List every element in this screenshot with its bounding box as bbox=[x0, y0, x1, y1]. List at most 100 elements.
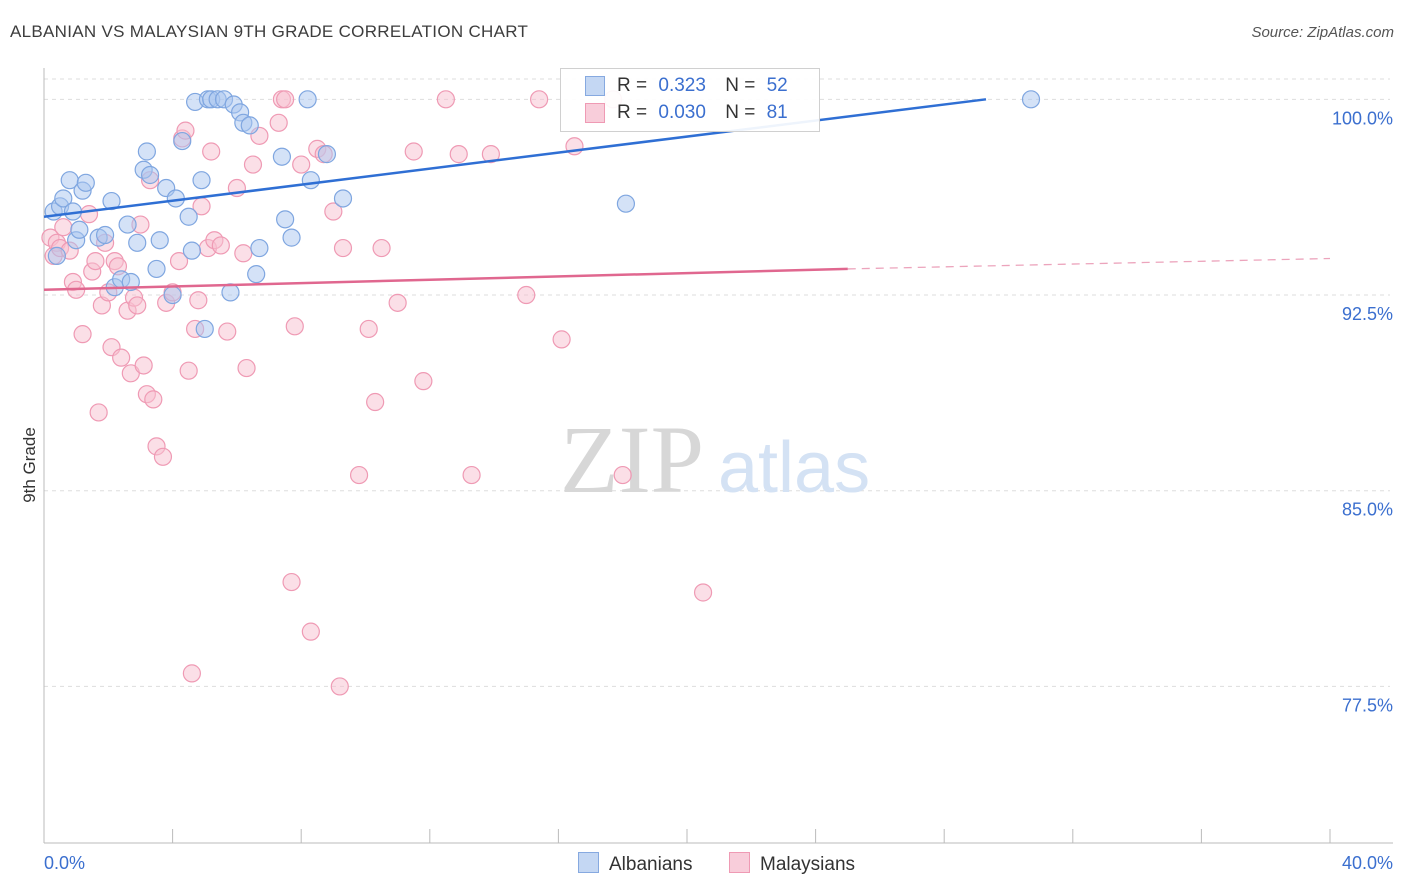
data-point-malaysians bbox=[89, 403, 108, 422]
y-tick-label: 100.0% bbox=[1332, 108, 1393, 128]
data-point-malaysians bbox=[285, 317, 304, 336]
bottom-legend-malaysians: Malaysians bbox=[729, 852, 855, 876]
data-point-albanians bbox=[54, 189, 73, 208]
data-point-malaysians bbox=[301, 622, 320, 641]
data-point-albanians bbox=[182, 241, 201, 260]
data-point-albanians bbox=[147, 259, 166, 279]
data-point-albanians bbox=[137, 142, 156, 161]
chart-title: ALBANIAN VS MALAYSIAN 9TH GRADE CORRELAT… bbox=[10, 22, 529, 41]
data-point-albanians bbox=[179, 207, 198, 226]
data-point-malaysians bbox=[414, 372, 433, 391]
data-point-malaysians bbox=[202, 142, 221, 161]
data-point-malaysians bbox=[86, 251, 105, 271]
data-point-malaysians bbox=[330, 677, 349, 696]
data-point-albanians bbox=[47, 246, 66, 265]
legend-r-value-malaysians: 0.030 bbox=[658, 102, 706, 123]
legend-n-value-malaysians: 81 bbox=[766, 102, 788, 123]
data-point-albanians bbox=[163, 285, 182, 305]
data-point-malaysians bbox=[134, 356, 153, 375]
data-point-albanians bbox=[76, 173, 95, 192]
data-point-malaysians bbox=[693, 583, 713, 602]
y-tick-label: 77.5% bbox=[1342, 695, 1393, 715]
tick-label-layer: 100.0% 92.5% 85.0% 77.5% 0.0% 40.0% bbox=[44, 108, 1393, 873]
chart-source: Source: ZipAtlas.com bbox=[1251, 24, 1394, 41]
data-point-albanians bbox=[301, 171, 320, 190]
data-point-malaysians bbox=[530, 90, 549, 109]
watermark: ZIP atlas bbox=[560, 406, 870, 513]
data-point-albanians bbox=[95, 225, 115, 245]
data-point-malaysians bbox=[404, 142, 423, 161]
x-tick-label: 40.0% bbox=[1342, 853, 1393, 873]
data-point-albanians bbox=[240, 116, 259, 135]
data-point-malaysians bbox=[234, 244, 253, 263]
points-layer bbox=[41, 90, 1041, 696]
data-point-albanians bbox=[298, 90, 317, 109]
data-point-malaysians bbox=[481, 145, 500, 164]
data-point-malaysians bbox=[613, 465, 632, 485]
data-point-albanians bbox=[282, 228, 301, 247]
data-point-malaysians bbox=[179, 361, 198, 380]
data-point-malaysians bbox=[144, 390, 163, 409]
data-point-malaysians bbox=[359, 319, 378, 339]
data-point-malaysians bbox=[388, 293, 407, 312]
data-point-albanians bbox=[1021, 90, 1041, 109]
watermark-zip: ZIP bbox=[560, 406, 704, 513]
albanians-swatch bbox=[585, 76, 605, 96]
data-point-malaysians bbox=[189, 291, 208, 310]
data-point-malaysians bbox=[211, 236, 230, 255]
data-point-albanians bbox=[195, 319, 214, 339]
legend-n-label: N = bbox=[725, 102, 756, 123]
data-point-albanians bbox=[140, 165, 160, 185]
data-point-malaysians bbox=[276, 90, 295, 109]
data-point-malaysians bbox=[269, 113, 288, 132]
data-point-albanians bbox=[221, 283, 240, 302]
data-point-malaysians bbox=[182, 664, 201, 683]
trend-layer bbox=[43, 98, 1331, 292]
data-point-malaysians bbox=[282, 572, 301, 592]
data-point-malaysians bbox=[243, 155, 263, 174]
legend-r-label: R = bbox=[617, 102, 648, 123]
data-point-malaysians bbox=[73, 325, 92, 344]
data-point-malaysians bbox=[237, 358, 256, 378]
y-tick-label: 92.5% bbox=[1342, 304, 1393, 324]
data-point-albanians bbox=[192, 171, 211, 190]
data-point-malaysians bbox=[218, 322, 237, 341]
data-point-albanians bbox=[333, 189, 353, 208]
axes-layer bbox=[43, 68, 1393, 844]
data-point-malaysians bbox=[79, 205, 99, 224]
data-point-malaysians bbox=[349, 465, 369, 485]
data-point-malaysians bbox=[292, 155, 311, 174]
x-tick-label: 0.0% bbox=[44, 853, 85, 873]
data-point-albanians bbox=[317, 145, 337, 164]
data-point-albanians bbox=[118, 215, 137, 234]
data-point-albanians bbox=[128, 233, 147, 252]
albanians-legend-swatch bbox=[578, 852, 599, 873]
trend-line-malaysians bbox=[43, 267, 848, 292]
data-point-malaysians bbox=[449, 145, 468, 164]
legend-n-value-albanians: 52 bbox=[766, 75, 788, 96]
data-point-albanians bbox=[250, 238, 269, 258]
data-point-albanians bbox=[276, 210, 295, 229]
data-point-malaysians bbox=[324, 202, 343, 221]
data-point-albanians bbox=[247, 265, 266, 284]
data-point-malaysians bbox=[366, 392, 385, 412]
trend-line-malaysians bbox=[847, 257, 1331, 270]
y-axis-label: 9th Grade bbox=[20, 427, 39, 503]
data-point-malaysians bbox=[169, 251, 189, 271]
y-tick-label: 85.0% bbox=[1342, 500, 1393, 520]
data-point-malaysians bbox=[128, 296, 147, 315]
data-point-malaysians bbox=[436, 90, 455, 109]
data-point-albanians bbox=[150, 231, 169, 250]
data-point-albanians bbox=[272, 147, 292, 166]
data-point-malaysians bbox=[153, 447, 173, 466]
data-point-malaysians bbox=[333, 238, 353, 258]
malaysians-swatch bbox=[585, 103, 605, 123]
data-point-malaysians bbox=[372, 238, 391, 258]
data-point-albanians bbox=[616, 194, 636, 213]
data-point-albanians bbox=[70, 220, 89, 239]
data-point-malaysians bbox=[517, 285, 536, 305]
watermark-atlas: atlas bbox=[718, 428, 870, 508]
bottom-legend-albanians: Albanians bbox=[578, 852, 692, 876]
albanians-legend-label: Albanians bbox=[609, 854, 693, 875]
